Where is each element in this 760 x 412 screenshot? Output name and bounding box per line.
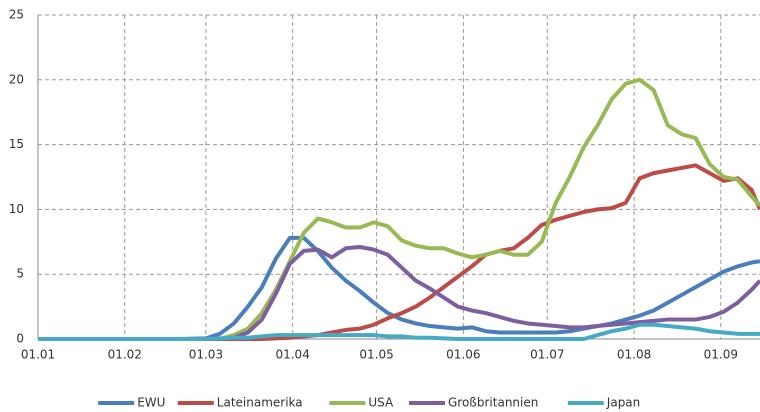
x-tick-label: 01.01 (21, 348, 55, 362)
x-tick-label: 01.04 (275, 348, 309, 362)
y-tick-label: 10 (9, 202, 24, 216)
x-tick-label: 01.07 (530, 348, 564, 362)
series-line (38, 235, 760, 341)
x-tick-label: 01.03 (189, 348, 223, 362)
x-tick-label: 01.05 (359, 348, 393, 362)
series-line (38, 322, 760, 341)
legend-label: EWU (137, 396, 165, 410)
y-tick-label: 20 (9, 72, 24, 86)
legend-label: Großbritannien (448, 396, 538, 410)
x-tick-label: 01.02 (108, 348, 142, 362)
x-tick-label: 01.09 (704, 348, 738, 362)
y-tick-label: 5 (16, 267, 24, 281)
legend-label: Lateinamerika (217, 396, 303, 410)
legend-label: USA (368, 396, 394, 410)
plot-area (38, 77, 760, 341)
x-tick-label: 01.08 (617, 348, 651, 362)
y-tick-label: 25 (9, 8, 24, 22)
x-tick-label: 01.06 (446, 348, 480, 362)
y-tick-label: 0 (16, 332, 24, 346)
y-tick-label: 15 (9, 137, 24, 151)
legend-label: Japan (606, 396, 640, 410)
